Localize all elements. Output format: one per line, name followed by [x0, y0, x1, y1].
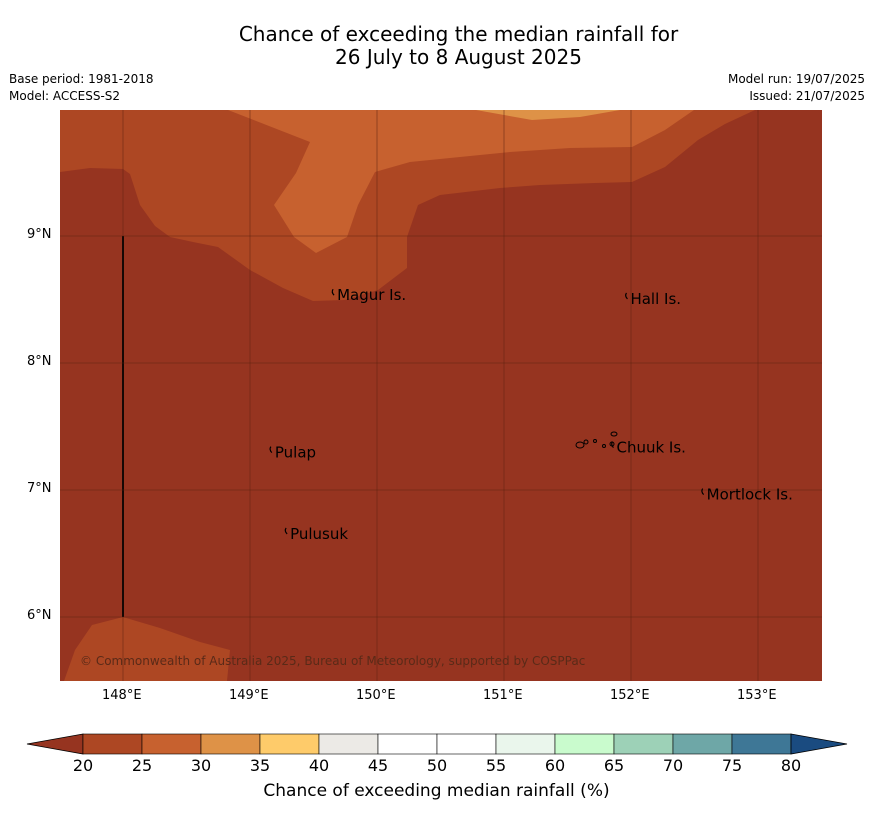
model-label: Model: ACCESS-S2: [9, 89, 121, 103]
colorbar-tick-label: 65: [603, 756, 625, 775]
place-markers: Magur Is. Hall Is. Pulap Chuuk Is. Mortlock …: [269, 286, 793, 543]
lon-tick-label: 151°E: [483, 688, 523, 703]
lon-tick-label: 150°E: [356, 688, 396, 703]
copyright-notice: © Commonwealth of Australia 2025, Bureau…: [80, 654, 585, 668]
island-marker: [331, 288, 335, 296]
island-marker: [701, 488, 705, 495]
colorbar-segment: [554, 733, 615, 755]
region-30-35-north: [60, 110, 694, 253]
lat-tick-label: 7°N: [27, 481, 52, 496]
colorbar-tick-label: 35: [249, 756, 271, 775]
place-label: Pulap: [275, 444, 316, 462]
map-title-line1: Chance of exceeding the median rainfall …: [238, 22, 679, 46]
model-run-label: Model run: 19/07/2025: [727, 72, 865, 86]
colorbar-title: Chance of exceeding median rainfall (%): [263, 781, 610, 801]
colorbar-under-arrow: [26, 733, 84, 755]
region-25-30-south: [60, 617, 230, 681]
map-area: Magur Is. Hall Is. Pulap Chuuk Is. Mortlock …: [60, 110, 822, 681]
lon-tick-label: 153°E: [737, 688, 777, 703]
colorbar-tick-label: 60: [544, 756, 566, 775]
place-label: Magur Is.: [337, 286, 406, 304]
colorbar-tick-label: 55: [485, 756, 507, 775]
lon-tick-label: 148°E: [102, 688, 142, 703]
colorbar-tick-label: 70: [662, 756, 684, 775]
colorbar-over-arrow: [790, 733, 848, 755]
lat-tick-label: 6°N: [27, 608, 52, 623]
colorbar-tick-label: 30: [190, 756, 212, 775]
colorbar-tick-label: 75: [721, 756, 743, 775]
place-label: Hall Is.: [630, 290, 681, 308]
colorbar-tick-label: 50: [426, 756, 448, 775]
place-label: Mortlock Is.: [707, 486, 793, 504]
region-35-40-north: [476, 110, 620, 120]
colorbar-segment: [377, 733, 438, 755]
colorbar-segment: [200, 733, 261, 755]
colorbar: [26, 733, 848, 755]
place-label: Pulusuk: [290, 525, 348, 543]
colorbar-tick-label: 40: [308, 756, 330, 775]
colorbar-segment: [613, 733, 674, 755]
colorbar-segment: [259, 733, 320, 755]
lat-tick-label: 9°N: [27, 227, 52, 242]
base-period-label: Base period: 1981-2018: [9, 72, 154, 86]
lon-tick-label: 152°E: [610, 688, 650, 703]
gridlines: [60, 110, 822, 681]
colorbar-segment: [141, 733, 202, 755]
colorbar-segment: [318, 733, 379, 755]
colorbar-segment: [436, 733, 497, 755]
colorbar-tick-label: 45: [367, 756, 389, 775]
colorbar-segment: [495, 733, 556, 755]
colorbar-segment: [82, 733, 143, 755]
region-25-30-north: [60, 110, 822, 301]
issued-label: Issued: 21/07/2025: [749, 89, 865, 103]
colorbar-tick-label: 20: [72, 756, 94, 775]
colorbar-segment: [731, 733, 792, 755]
colorbar-segment: [672, 733, 733, 755]
place-label: Chuuk Is.: [616, 439, 685, 457]
colorbar-tick-label: 25: [131, 756, 153, 775]
chuuk-lagoon-outline: [575, 431, 618, 449]
colorbar-tick-label: 80: [780, 756, 802, 775]
island-marker: [269, 446, 273, 454]
lon-tick-label: 149°E: [229, 688, 269, 703]
lat-tick-label: 8°N: [27, 354, 52, 369]
island-marker: [625, 292, 628, 300]
island-marker: [284, 527, 288, 535]
map-title-line2: 26 July to 8 August 2025: [335, 45, 582, 69]
